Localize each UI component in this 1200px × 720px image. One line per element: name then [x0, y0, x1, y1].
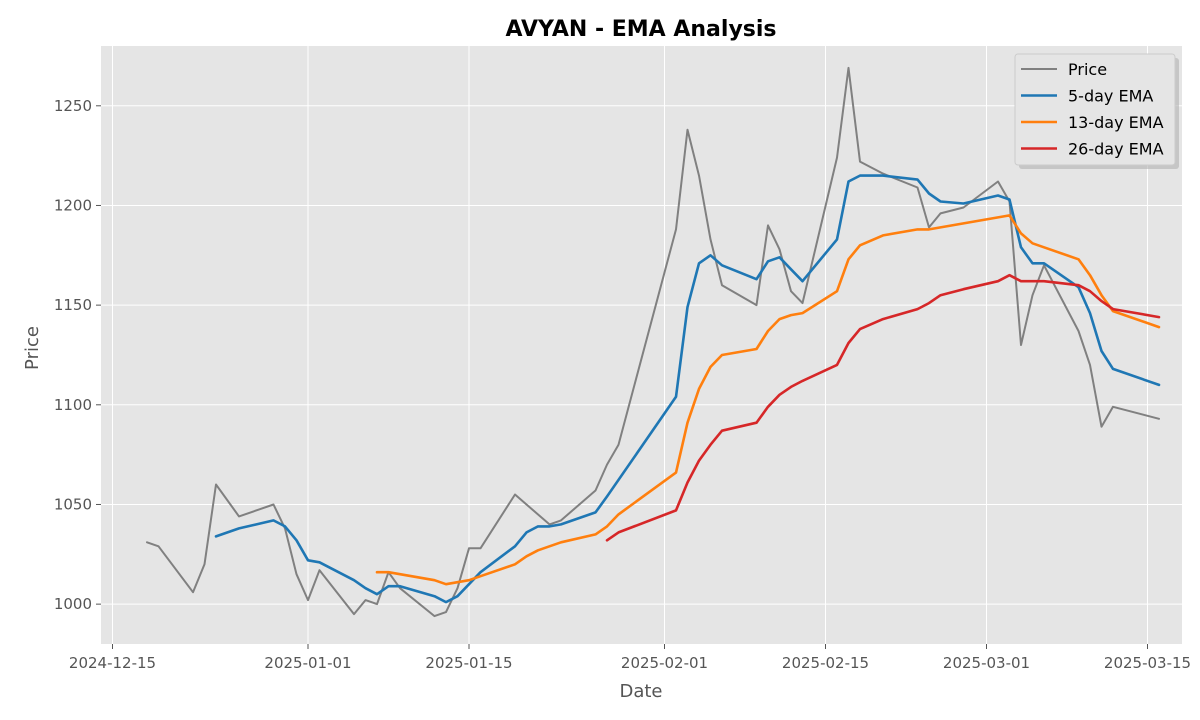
y-tick-label: 1150: [54, 296, 92, 314]
y-axis-ticks: 1000 1050 1100 1150 1200 1250: [54, 97, 101, 613]
x-tick-label: 2025-01-01: [264, 654, 351, 672]
legend-label-price: Price: [1068, 60, 1107, 79]
x-axis-ticks: 2024-12-15 2025-01-01 2025-01-15 2025-02-01…: [69, 644, 1191, 672]
x-tick-label: 2025-02-15: [782, 654, 869, 672]
legend-items: Price 5-day EMA 13-day EMA 26-day EMA: [1021, 60, 1164, 159]
series-line-price: [146, 66, 1160, 618]
series-line-26-day-ema: [605, 273, 1161, 542]
y-tick-label: 1000: [54, 595, 92, 613]
x-tick-label: 2024-12-15: [69, 654, 156, 672]
legend: Price 5-day EMA 13-day EMA 26-day EMA: [1014, 53, 1179, 169]
y-tick-label: 1050: [54, 495, 92, 513]
y-tick-label: 1100: [54, 396, 92, 414]
series-line-13-day-ema: [375, 214, 1161, 586]
plot-area: [101, 46, 1182, 644]
legend-label-13-day-ema: 13-day EMA: [1068, 113, 1164, 132]
legend-frame: [1014, 53, 1176, 166]
legend-label-26-day-ema: 26-day EMA: [1068, 140, 1164, 159]
grid-lines: [101, 46, 1182, 644]
y-tick-label: 1200: [54, 196, 92, 214]
x-axis-label: Date: [619, 681, 662, 702]
x-tick-label: 2025-03-15: [1104, 654, 1191, 672]
y-axis-label: Price: [22, 326, 43, 370]
series-lines: [146, 66, 1161, 618]
x-tick-label: 2025-02-01: [621, 654, 708, 672]
chart-title: AVYAN - EMA Analysis: [505, 17, 776, 42]
series-line-5-day-ema: [214, 174, 1161, 604]
x-tick-label: 2025-03-01: [943, 654, 1030, 672]
legend-label-5-day-ema: 5-day EMA: [1068, 87, 1153, 106]
x-tick-label: 2025-01-15: [425, 654, 512, 672]
y-tick-label: 1250: [54, 97, 92, 115]
